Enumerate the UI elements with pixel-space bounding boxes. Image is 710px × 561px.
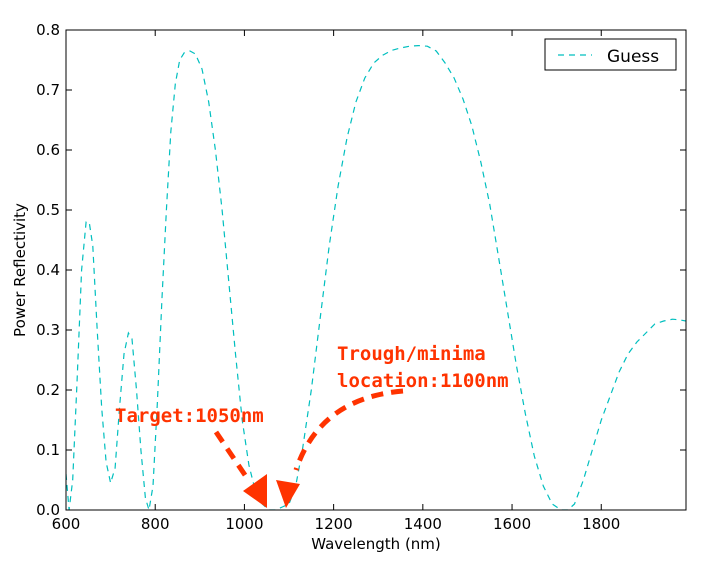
x-tick-label: 600: [52, 515, 81, 533]
x-axis-label: Wavelength (nm): [311, 535, 441, 553]
annotation-trough-arrowhead: [276, 480, 300, 508]
y-tick-label: 0.3: [36, 321, 60, 339]
y-tick-label: 0.8: [36, 21, 60, 39]
y-tick-label: 0.6: [36, 141, 60, 159]
x-tick-label: 1200: [315, 515, 353, 533]
annotation-trough-arrow: [293, 388, 404, 471]
annotation-target-arrowhead: [243, 474, 267, 508]
annotation-target: Target:1050nm: [115, 405, 267, 508]
annotation-trough-text-line1: Trough/minima: [337, 343, 486, 365]
y-axis-label: Power Reflectivity: [11, 203, 29, 337]
y-tick-label: 0.5: [36, 201, 60, 219]
y-tick-label: 0.4: [36, 261, 60, 279]
annotation-target-text: Target:1050nm: [115, 405, 264, 427]
y-tick-label: 0.1: [36, 441, 60, 459]
annotation-trough-text-line2: location:1100nm: [337, 370, 509, 392]
legend: Guess: [544, 38, 677, 71]
x-tick-label: 1000: [225, 515, 263, 533]
x-tick-label: 1800: [582, 515, 620, 533]
annotation-target-arrow: [213, 430, 250, 480]
x-tick-label: 1600: [493, 515, 531, 533]
legend-entry-guess: Guess: [607, 47, 659, 67]
series-line-guess: [66, 44, 686, 510]
x-tick-label: 800: [141, 515, 170, 533]
annotation-trough: Trough/minima location:1100nm: [276, 343, 509, 508]
y-tick-label: 0.0: [36, 501, 60, 519]
plot-frame: [65, 29, 687, 511]
legend-box: [544, 38, 677, 71]
y-tick-label: 0.7: [36, 81, 60, 99]
y-tick-label: 0.2: [36, 381, 60, 399]
x-tick-label: 1400: [404, 515, 442, 533]
